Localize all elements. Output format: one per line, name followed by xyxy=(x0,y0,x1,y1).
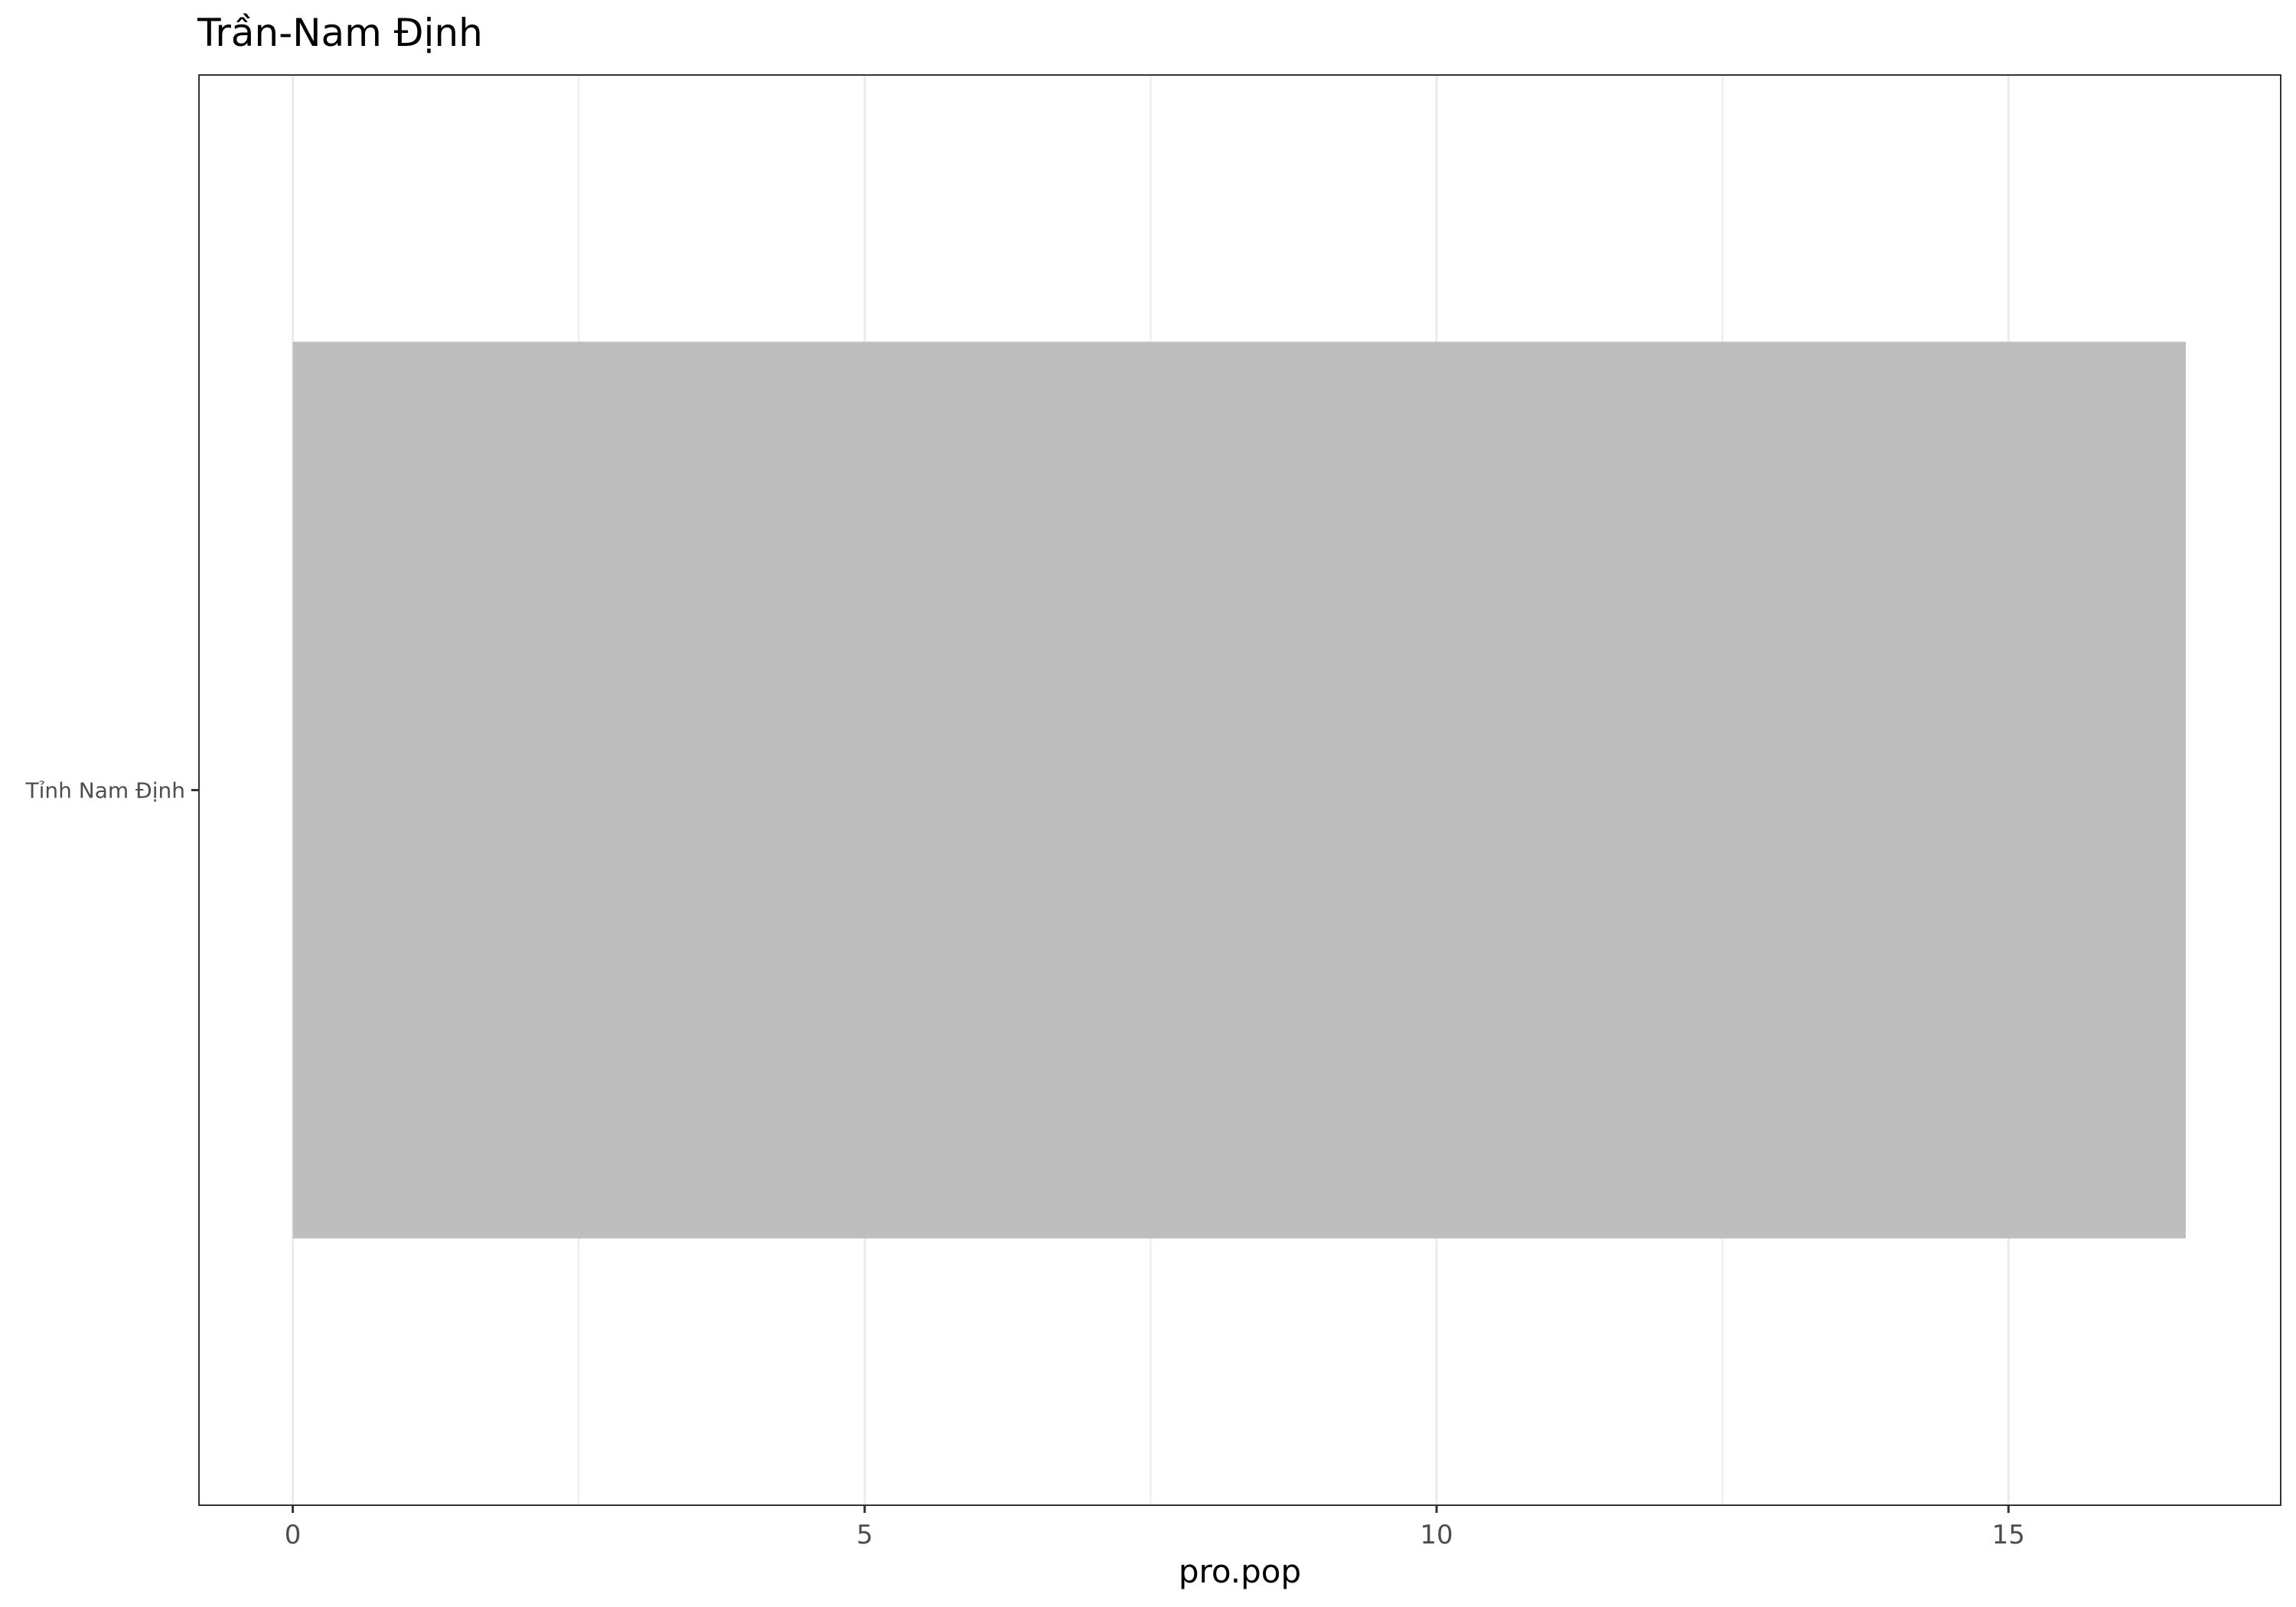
bar-0 xyxy=(292,341,2186,1239)
x-tick-label-0: 0 xyxy=(285,1520,302,1550)
x-axis-ticks: 0 5 10 15 xyxy=(285,1505,2025,1550)
y-axis-ticks: Tỉnh Nam Định xyxy=(24,778,199,804)
x-tick-label-2: 10 xyxy=(1420,1520,1453,1550)
x-tick-label-3: 15 xyxy=(1992,1520,2025,1550)
y-tick-label-0: Tỉnh Nam Định xyxy=(24,778,185,804)
chart-title: Trần-Nam Định xyxy=(197,11,483,55)
x-axis-title: pro.pop xyxy=(1179,1553,1301,1590)
x-tick-label-1: 5 xyxy=(856,1520,873,1550)
bars xyxy=(292,341,2186,1239)
